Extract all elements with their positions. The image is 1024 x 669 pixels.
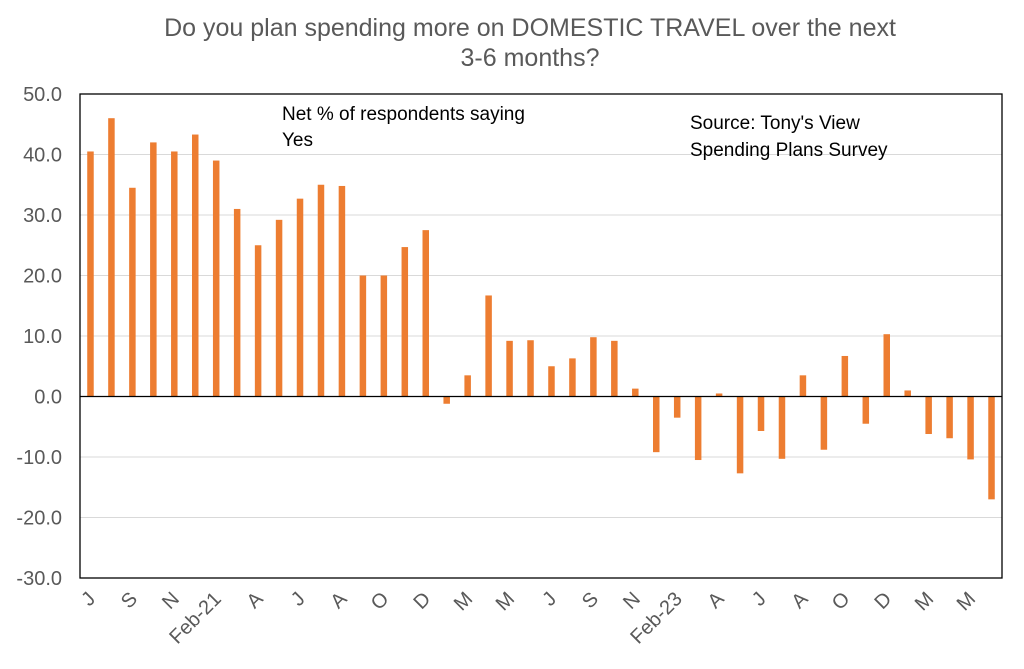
x-tick-label: A xyxy=(787,588,812,613)
plot-area-frame xyxy=(79,93,1003,579)
x-tick-label: S xyxy=(117,588,142,613)
bar xyxy=(150,142,157,397)
x-tick-label: N xyxy=(619,588,645,614)
bar xyxy=(443,396,450,404)
bar xyxy=(171,151,178,397)
x-tick-label: M xyxy=(911,588,938,615)
y-tick-label: -20.0 xyxy=(16,508,62,530)
x-tick-label: J xyxy=(287,588,310,611)
bar-series xyxy=(87,118,995,500)
x-tick-label: D xyxy=(871,588,897,614)
bar xyxy=(862,396,870,424)
bar xyxy=(359,275,367,397)
bar xyxy=(296,198,304,397)
x-tick-label: M xyxy=(492,588,519,615)
bar xyxy=(632,388,639,397)
bar xyxy=(129,187,136,397)
annotation-source-line-2: Spending Plans Survey xyxy=(690,140,888,161)
bar xyxy=(485,295,492,397)
annotation-source-line-1: Source: Tony's View xyxy=(690,113,860,134)
x-tick-label: J xyxy=(77,588,100,611)
bar xyxy=(380,275,388,397)
bar xyxy=(715,393,723,397)
gridlines xyxy=(80,154,1002,518)
y-tick-label: 40.0 xyxy=(23,145,62,167)
bar xyxy=(925,396,932,435)
bar xyxy=(192,134,199,397)
bar xyxy=(820,396,828,450)
chart-title-line-1: Do you plan spending more on DOMESTIC TR… xyxy=(164,14,896,42)
y-tick-label: 0.0 xyxy=(34,387,62,409)
x-tick-label: O xyxy=(828,588,855,615)
x-tick-label: O xyxy=(367,588,394,615)
x-tick-label: A xyxy=(704,588,729,613)
x-tick-label: S xyxy=(578,588,603,613)
bar xyxy=(778,396,786,459)
bar xyxy=(506,340,513,397)
bar xyxy=(611,340,618,397)
x-tick-label: N xyxy=(158,588,184,614)
bar xyxy=(108,118,115,397)
y-axis-tick-labels: 50.0 40.0 30.0 20.0 10.0 0.0 -10.0 -20.0 -30.0 xyxy=(16,84,62,590)
bar xyxy=(548,366,555,397)
bar xyxy=(87,151,94,397)
bar xyxy=(317,184,325,397)
y-tick-label: 50.0 xyxy=(23,84,62,106)
x-tick-label: M xyxy=(450,588,477,615)
bar xyxy=(275,219,283,397)
bar xyxy=(233,208,241,397)
bar xyxy=(757,396,765,431)
bar xyxy=(464,375,471,397)
bar xyxy=(904,390,911,397)
bar xyxy=(254,245,262,397)
x-tick-label: J xyxy=(748,588,771,611)
y-tick-label: 10.0 xyxy=(23,326,62,348)
x-tick-label: A xyxy=(326,588,351,613)
x-tick-label: A xyxy=(243,588,268,613)
bar xyxy=(569,358,576,397)
bar xyxy=(422,230,429,397)
bar xyxy=(694,396,702,461)
bar xyxy=(527,340,534,397)
bar xyxy=(841,355,849,397)
bar xyxy=(883,334,890,397)
x-tick-label: J xyxy=(538,588,561,611)
bar xyxy=(590,337,597,397)
x-tick-label: D xyxy=(410,588,436,614)
bar xyxy=(212,160,220,397)
bar xyxy=(401,247,409,397)
bar xyxy=(988,396,995,500)
x-tick-label: M xyxy=(953,588,980,615)
y-tick-label: -30.0 xyxy=(16,568,62,590)
bar xyxy=(946,396,953,439)
bar xyxy=(799,375,807,397)
annotation-net-line-1: Net % of respondents saying xyxy=(282,104,525,125)
bar xyxy=(967,396,974,460)
bar xyxy=(653,396,660,453)
annotation-net-line-2: Yes xyxy=(282,130,313,151)
y-tick-label: 20.0 xyxy=(23,266,62,288)
bar xyxy=(673,396,681,418)
bar xyxy=(338,185,346,397)
y-tick-label: -10.0 xyxy=(16,447,62,469)
y-tick-label: 30.0 xyxy=(23,205,62,227)
chart-title-line-2: 3-6 months? xyxy=(461,44,600,72)
bar xyxy=(736,396,744,474)
